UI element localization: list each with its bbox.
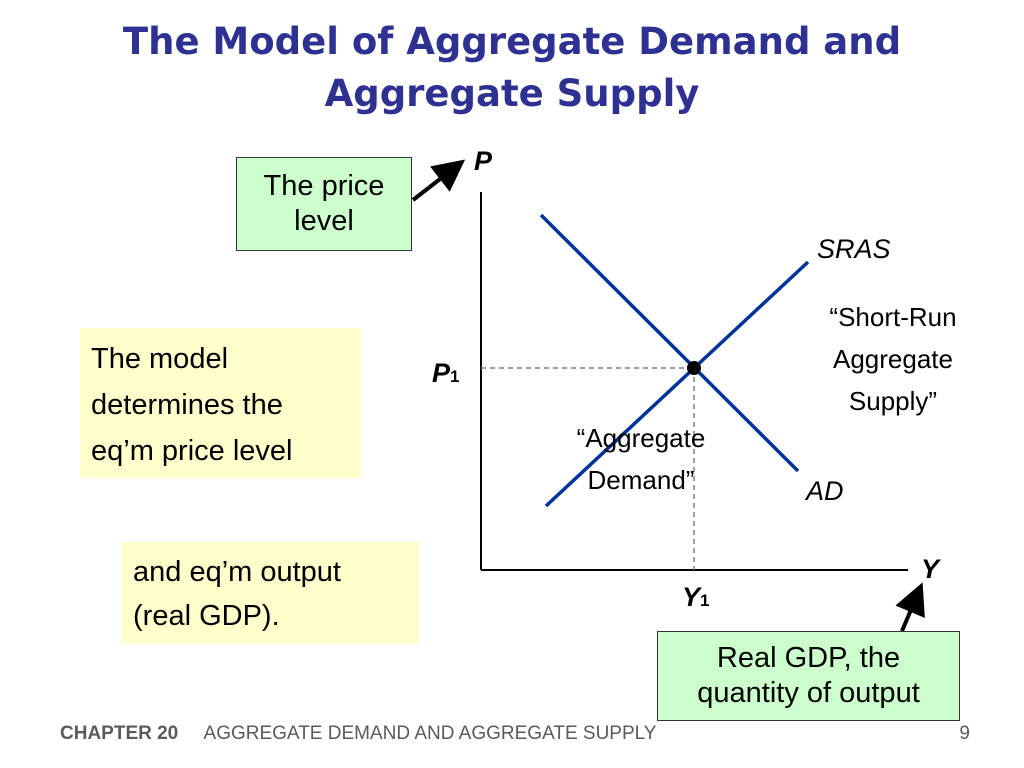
- output-callout-line-2: quantity of output: [697, 677, 920, 709]
- equilibrium-output-label: Y1: [682, 582, 709, 612]
- equilibrium-point: [687, 361, 701, 375]
- price-level-callout: The price level: [236, 157, 412, 251]
- equilibrium-price-label: P1: [432, 358, 459, 388]
- sras-label: SRAS: [817, 234, 891, 264]
- slide-title-line-2: Aggregate Supply: [324, 72, 700, 115]
- output-callout-line-1: Real GDP, the: [716, 642, 901, 674]
- ad-curve: [539, 213, 800, 473]
- sras-description: “Short-Run Aggregate Supply”: [829, 302, 956, 416]
- ad-description-line-1: “Aggregate: [577, 423, 706, 453]
- output-callout: Real GDP, the quantity of output: [657, 631, 960, 721]
- price-label-main: P: [432, 358, 451, 388]
- output-arrow: [895, 582, 925, 632]
- slide-title-line-1: The Model of Aggregate Demand and: [122, 20, 902, 63]
- footer-subject: AGGREGATE DEMAND AND AGGREGATE SUPPLY: [203, 723, 657, 744]
- sras-description-line-1: “Short-Run: [829, 302, 956, 332]
- model-note-line-1: The model: [91, 343, 229, 375]
- model-note-line-3: eq’m price level: [91, 435, 293, 467]
- page-number: 9: [959, 723, 970, 744]
- price-level-callout-line-2: level: [294, 205, 354, 237]
- slide-footer: CHAPTER 20 AGGREGATE DEMAND AND AGGREGAT…: [60, 723, 980, 745]
- model-note-line-2: determines the: [91, 389, 283, 421]
- price-level-callout-line-1: The price: [263, 170, 385, 202]
- x-axis-label: Y: [921, 554, 942, 584]
- output-note-line-1: and eq’m output: [133, 556, 341, 588]
- sras-description-line-2: Aggregate: [833, 344, 953, 374]
- output-note: and eq’m output (real GDP).: [122, 542, 419, 644]
- output-label-main: Y: [682, 582, 703, 612]
- footer-chapter: CHAPTER 20: [60, 723, 179, 744]
- sras-description-line-3: Supply”: [849, 386, 937, 416]
- slide-title: The Model of Aggregate Demand and Aggreg…: [0, 16, 1024, 120]
- output-note-line-2: (real GDP).: [133, 600, 280, 632]
- price-level-arrow: [411, 159, 466, 202]
- ad-label: AD: [804, 476, 844, 506]
- y-axis-label: P: [474, 146, 493, 176]
- ad-description-line-2: Demand”: [588, 465, 695, 495]
- model-note: The model determines the eq’m price leve…: [80, 328, 361, 478]
- price-label-sub: 1: [450, 367, 459, 386]
- ad-description: “Aggregate Demand”: [577, 423, 706, 495]
- output-label-sub: 1: [700, 591, 709, 610]
- sras-curve: [544, 260, 810, 508]
